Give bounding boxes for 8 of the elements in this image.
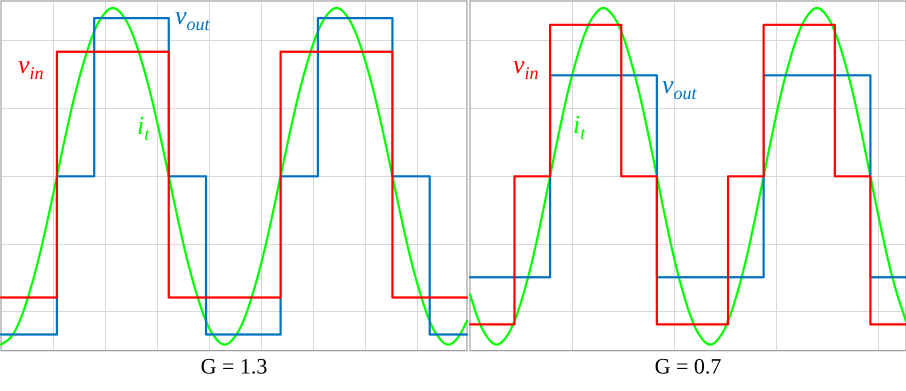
x-axis-title: G = 1.3 [200, 354, 268, 379]
series-label: v$_{in}$ [513, 50, 539, 84]
series-label: i$_{t}$ [573, 110, 586, 144]
x-axis-title: G = 0.7 [654, 354, 722, 379]
series-label: v$_{in}$ [18, 50, 44, 84]
series-label: v$_{out}$ [662, 70, 697, 104]
series-label: i$_{t}$ [137, 111, 150, 144]
series-label: v$_{out}$ [175, 1, 210, 34]
